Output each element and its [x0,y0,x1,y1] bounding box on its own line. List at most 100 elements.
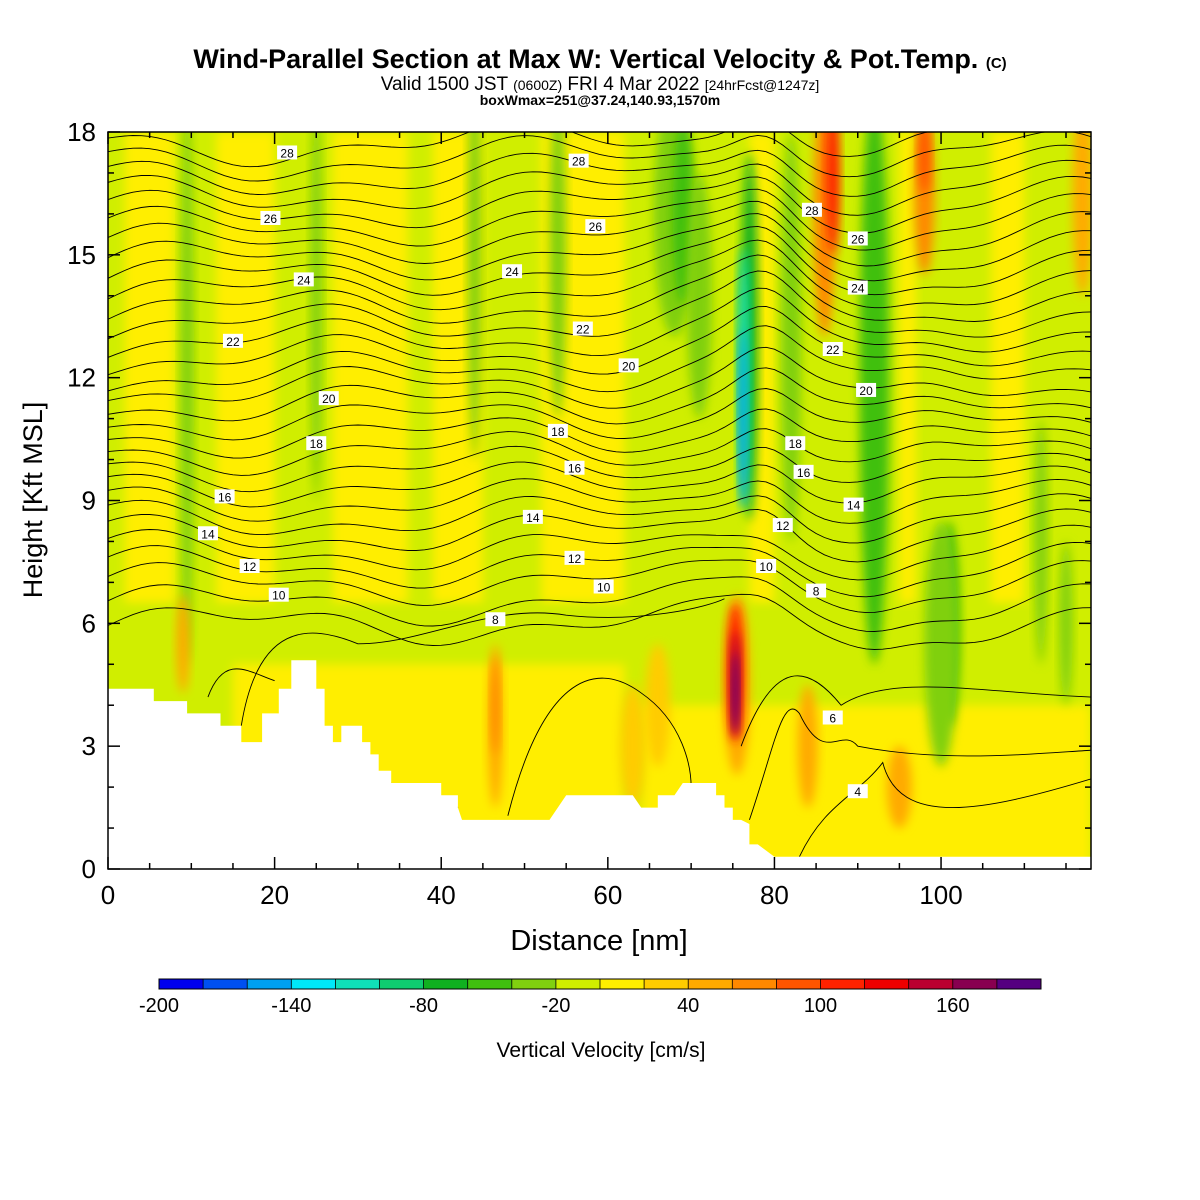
contour-label-text: 22 [226,335,240,349]
theta-contour [108,428,1091,476]
colorbar-frame [158,978,1042,990]
contour-label-bg [847,280,868,295]
x-tick-label: 0 [101,880,115,910]
axes: 0 20 40 60 80 100 0 3 6 9 12 15 18 [67,117,1091,910]
y-tick-label: 6 [82,608,96,638]
theta-contour [108,346,1091,409]
colorbar-swatch [379,979,425,989]
theta-contour [108,254,1091,324]
velocity-cell [739,328,747,509]
velocity-cell [686,172,712,419]
contour-label-text: 10 [759,560,773,574]
contour-label-text: 18 [789,437,803,451]
velocity-cell [1059,541,1073,706]
velocity-cell [918,132,931,194]
theta-contour [108,408,1091,459]
theta-contour [108,593,1091,650]
x-tick-label: 60 [593,880,622,910]
theta-contour [108,213,1091,282]
contour-label-text: 26 [589,220,603,234]
contour-label: 18 [785,436,806,451]
colorbar-swatch [644,979,689,989]
contour-label-text: 28 [805,204,819,218]
contour-label-text: 28 [572,155,586,169]
contour-label-bg [847,784,868,799]
contour-label: 20 [618,358,639,373]
contour-label-bg [756,559,777,574]
contour-label-text: 14 [526,511,540,525]
x-tick-label: 100 [919,880,962,910]
valid-time: Valid 1500 JST [380,74,508,95]
contour-label-bg [785,436,806,451]
colorbar-swatch [908,979,954,989]
contour-label-text: 16 [218,490,232,504]
contour-label-bg [806,583,827,598]
contour-label: 28 [568,153,589,169]
contour-label-bg [268,587,289,602]
y-tick-label: 12 [67,363,96,393]
velocity-cell [549,132,567,419]
contour-label-bg [618,358,639,373]
colorbar-swatch [996,979,1042,989]
theta-contour [108,325,1091,393]
contour-label-bg [222,333,243,348]
contour-label-bg [214,489,235,504]
theta-contour [108,461,1091,508]
contour-label-text: 16 [568,462,582,476]
potential-temperature-contours [108,132,1091,857]
contour-label-bg [293,272,314,287]
contour-label-bg [547,423,568,438]
contour-label: 18 [306,436,327,451]
velocity-cell [491,656,500,755]
chart-title-main: Wind-Parallel Section at Max W: Vertical… [193,44,979,74]
theta-contour [108,445,1091,493]
contour-label: 14 [197,526,218,541]
velocity-cell [924,520,958,767]
field-band [216,132,275,603]
colorbar-swatch [555,979,601,989]
contour-label-bg [260,210,281,225]
velocity-cell [467,132,482,460]
colorbar-tick-label: -200 [139,995,179,1017]
colorbar-swatch [952,979,998,989]
theta-contour [108,367,1091,425]
contour-label-text: 12 [776,519,790,533]
theta-contour [108,306,1091,376]
colorbar-label: Vertical Velocity [cm/s] [497,1039,706,1062]
contour-label-bg [564,460,585,475]
colorbar-swatch [335,979,380,989]
contour-label-text: 14 [201,527,215,541]
chart-title: Wind-Parallel Section at Max W: Vertical… [0,44,1200,75]
theta-contour [108,239,1091,311]
contour-label: 26 [847,231,868,246]
contour-label-text: 24 [505,265,519,279]
velocity-cell [826,132,840,255]
y-tick-label: 15 [67,240,96,270]
contour-label: 22 [572,321,593,337]
colorbar-swatch [159,979,204,989]
contour-label-text: 4 [854,785,861,799]
contour-label: 16 [564,460,585,476]
contour-label-text: 16 [797,466,811,480]
contour-label-text: 18 [310,437,324,451]
contour-label-bg [485,612,506,627]
contour-label-text: 20 [622,359,636,373]
y-tick-label: 9 [82,486,96,516]
theta-contour [108,541,1091,598]
contour-label: 12 [564,550,585,566]
theta-contour [799,761,1091,857]
contour-label-bg [564,550,585,565]
y-axis-label: Height [Kft MSL] [18,402,48,599]
contour-label-text: 22 [576,323,590,337]
valid-date: FRI 4 Mar 2022 [567,74,700,95]
contour-label: 22 [222,333,243,349]
colorbar-swatch [688,979,733,989]
contour-label-bg [318,391,339,406]
contour-labels: 28 28 28 26 26 26 24 24 24 22 22 22 20 20 20 18 18 18 16 16… [197,145,877,799]
y-tick-label: 0 [82,854,96,884]
contour-label-text: 12 [568,552,582,566]
contour-label-text: 8 [813,585,820,599]
contour-label-text: 26 [851,232,865,246]
contour-label-bg [572,321,593,336]
chart-subtitle: Valid 1500 JST (0600Z) FRI 4 Mar 2022 [2… [0,74,1200,96]
